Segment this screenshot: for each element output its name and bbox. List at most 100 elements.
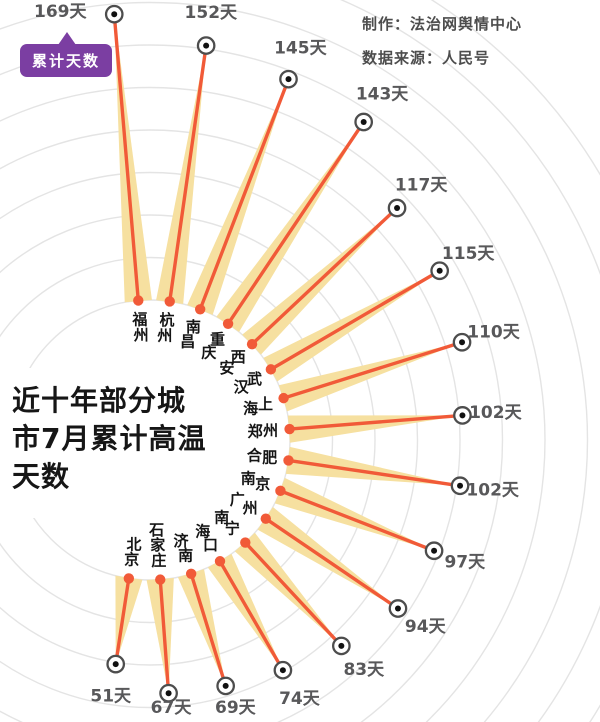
spoke-line [189, 572, 228, 688]
city-label: 庄 [151, 552, 166, 570]
hub-dot [194, 304, 206, 315]
value-label: 94天 [405, 617, 447, 637]
city-label: 口 [203, 536, 218, 554]
city-label: 汉 [234, 378, 250, 396]
city-label: 肥 [262, 449, 277, 467]
city-label: 广 [230, 490, 245, 508]
hub-disk [12, 302, 288, 578]
value-label: 143天 [356, 85, 409, 105]
data-point-center-icon [360, 119, 367, 126]
city-label: 州 [262, 422, 278, 440]
spoke-line [281, 340, 464, 400]
hub-dot [164, 296, 175, 307]
value-label: 152天 [185, 3, 238, 23]
grid-circle [0, 44, 546, 722]
hub-dot [283, 455, 294, 466]
city-label: 北 [127, 535, 142, 553]
city-label: 海 [243, 399, 258, 417]
hub-dot [284, 423, 295, 435]
value-label: 83天 [343, 660, 385, 680]
grid-circle [0, 214, 376, 666]
hub-dot [260, 513, 271, 524]
hub-dot [246, 338, 258, 350]
value-label: 145天 [274, 38, 327, 58]
value-label: 115天 [442, 244, 495, 264]
spoke-line [269, 269, 442, 372]
city-label: 济 [174, 532, 190, 550]
data-point-center-icon [165, 690, 172, 697]
city-label: 安 [219, 359, 234, 377]
grid-circle [0, 171, 419, 709]
data-point-center-icon [436, 267, 443, 274]
city-label: 合 [246, 446, 263, 464]
petal [287, 415, 463, 443]
hub-dot [214, 556, 226, 567]
city-label: 上 [258, 395, 273, 413]
spoke-line [286, 458, 462, 488]
hub-dot [133, 295, 144, 306]
petal [187, 79, 289, 315]
city-label: 南 [214, 508, 229, 526]
city-label: 京 [255, 475, 270, 493]
grid-circle [0, 256, 334, 624]
data-point-center-icon [111, 11, 118, 18]
value-label: 74天 [279, 689, 321, 709]
city-label: 州 [242, 499, 258, 517]
data-point-center-icon [285, 76, 292, 83]
city-label: 石 [148, 521, 164, 539]
value-label: 102天 [469, 403, 522, 423]
city-label: 杭 [160, 311, 175, 329]
petal [115, 575, 143, 665]
hub-dot [185, 568, 197, 580]
spoke-line [264, 516, 400, 611]
value-label: 102天 [466, 481, 519, 501]
hub-dot [265, 364, 277, 375]
city-label: 南 [241, 469, 256, 487]
data-point-center-icon [338, 642, 345, 649]
petal [278, 342, 463, 412]
city-label: 福 [131, 310, 147, 328]
spoke-line [287, 413, 465, 431]
value-label: 110天 [467, 322, 520, 342]
spoke-line [158, 577, 171, 695]
spoke-line [218, 559, 285, 672]
city-label: 南 [178, 547, 193, 565]
hub-dot [278, 392, 289, 404]
grid-circle [0, 86, 504, 722]
data-point-center-icon [459, 339, 466, 346]
petal [156, 45, 207, 304]
chart-title: 近十年部分城 市7月累计高温 天数 [12, 382, 206, 496]
spoke-line [250, 206, 399, 346]
petal [114, 14, 152, 303]
hub-dot [155, 574, 166, 585]
data-point-center-icon [203, 42, 210, 49]
petal [207, 553, 283, 671]
city-label: 京 [124, 551, 139, 569]
city-label: 宁 [225, 520, 240, 538]
hub-dot [222, 318, 234, 329]
series-badge: 累计天数 [20, 44, 113, 77]
city-label: 家 [150, 536, 165, 554]
data-point-center-icon [222, 682, 229, 689]
data-point-center-icon [112, 661, 119, 668]
data-point-center-icon [431, 547, 438, 554]
value-label: 169天 [34, 2, 87, 22]
credit-source: 数据来源：人民号 [362, 49, 491, 67]
city-label: 庆 [201, 343, 216, 361]
city-label: 昌 [180, 333, 195, 351]
city-label: 海 [195, 522, 210, 540]
city-label: 州 [133, 326, 149, 344]
data-point-center-icon [457, 482, 464, 489]
petal [274, 477, 435, 551]
chart-title-line: 天数 [12, 460, 71, 493]
petal [285, 446, 461, 486]
badge-pointer-icon [58, 32, 76, 45]
petal [177, 569, 226, 686]
value-label: 117天 [395, 175, 448, 195]
spoke-line [226, 120, 366, 326]
hub-dot [275, 485, 286, 497]
data-point-center-icon [394, 605, 401, 612]
grid-circle [0, 129, 461, 722]
